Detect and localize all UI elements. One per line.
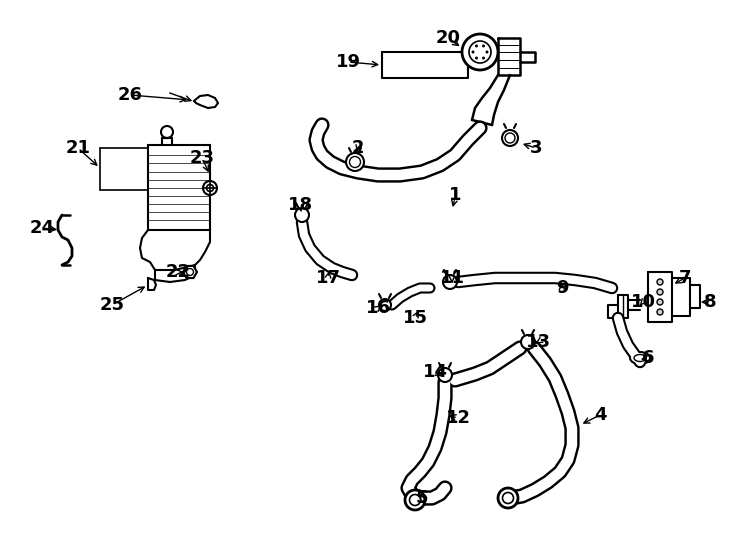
- Text: 2: 2: [352, 139, 364, 157]
- Circle shape: [657, 299, 663, 305]
- Circle shape: [203, 181, 217, 195]
- Circle shape: [475, 57, 478, 59]
- Text: 20: 20: [435, 29, 460, 47]
- Circle shape: [405, 490, 425, 510]
- Circle shape: [482, 44, 485, 48]
- Text: 26: 26: [117, 86, 142, 104]
- Circle shape: [475, 44, 478, 48]
- Circle shape: [657, 279, 663, 285]
- Text: 12: 12: [446, 409, 470, 427]
- Text: 18: 18: [288, 196, 313, 214]
- Circle shape: [346, 153, 364, 171]
- Polygon shape: [194, 95, 218, 108]
- Polygon shape: [183, 266, 197, 278]
- Text: 15: 15: [402, 309, 427, 327]
- Circle shape: [295, 208, 309, 222]
- Ellipse shape: [630, 352, 650, 364]
- Circle shape: [471, 51, 474, 53]
- Text: 22: 22: [165, 263, 191, 281]
- Text: 9: 9: [556, 279, 568, 297]
- Circle shape: [657, 289, 663, 295]
- Text: 5: 5: [415, 489, 428, 507]
- Text: 11: 11: [440, 269, 465, 287]
- Circle shape: [482, 57, 485, 59]
- Text: 17: 17: [316, 269, 341, 287]
- Text: 8: 8: [704, 293, 716, 311]
- Text: 1: 1: [448, 186, 461, 204]
- Circle shape: [521, 335, 535, 349]
- Text: 14: 14: [423, 363, 448, 381]
- Text: 16: 16: [366, 299, 390, 317]
- Text: 6: 6: [642, 349, 654, 367]
- Circle shape: [502, 130, 518, 146]
- Circle shape: [485, 51, 489, 53]
- Text: 19: 19: [335, 53, 360, 71]
- Text: 25: 25: [100, 296, 125, 314]
- Circle shape: [498, 488, 518, 508]
- Text: 24: 24: [29, 219, 54, 237]
- Circle shape: [379, 299, 391, 311]
- Text: 21: 21: [65, 139, 90, 157]
- Text: 10: 10: [631, 293, 655, 311]
- Text: 4: 4: [594, 406, 606, 424]
- Circle shape: [462, 34, 498, 70]
- Circle shape: [438, 368, 452, 382]
- Text: 13: 13: [526, 333, 550, 351]
- Text: 3: 3: [530, 139, 542, 157]
- Text: 7: 7: [679, 269, 691, 287]
- Circle shape: [443, 275, 457, 289]
- Circle shape: [657, 309, 663, 315]
- Text: 23: 23: [189, 149, 214, 167]
- Bar: [148, 145, 210, 230]
